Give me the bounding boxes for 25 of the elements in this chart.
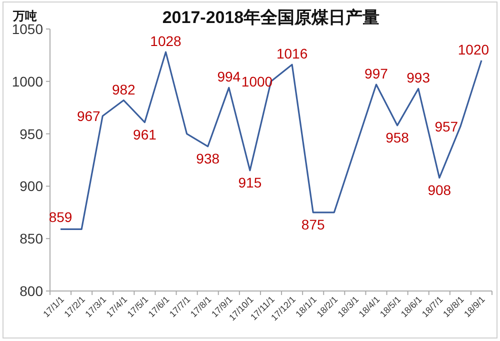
data-label: 915 (238, 174, 262, 190)
data-label: 961 (133, 126, 157, 142)
data-label: 982 (112, 81, 136, 98)
y-axis-title: 万吨 (12, 9, 37, 23)
data-label: 957 (434, 118, 458, 134)
data-label: 859 (48, 209, 72, 226)
y-tick-label: 1050 (12, 21, 44, 37)
data-label: 994 (217, 68, 241, 85)
y-tick-label: 900 (20, 178, 44, 194)
data-label: 1016 (276, 46, 308, 62)
chart-title: 2017-2018年全国原煤日产量 (162, 8, 380, 27)
y-tick-label: 1000 (12, 73, 44, 90)
data-label: 993 (406, 70, 430, 86)
data-label: 1020 (458, 41, 490, 58)
y-tick-label: 800 (20, 283, 44, 299)
y-tick-label: 950 (20, 126, 44, 142)
data-label: 958 (386, 129, 410, 146)
data-label: 1000 (241, 73, 273, 90)
data-label: 997 (364, 66, 388, 82)
y-tick-label: 850 (20, 230, 44, 247)
data-label: 1028 (150, 33, 182, 50)
data-label: 875 (301, 216, 325, 232)
data-label: 967 (76, 108, 101, 124)
data-label: 908 (428, 182, 452, 198)
data-label: 938 (196, 150, 220, 166)
